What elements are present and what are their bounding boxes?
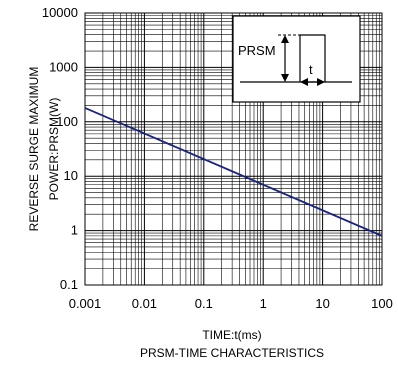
arrow-down-icon: [281, 74, 289, 82]
y-axis-label-line1: REVERSE SURGE MAXIMUM: [27, 67, 41, 232]
y-axis-label-line2: POWER:PRSM(W): [47, 98, 61, 201]
inset-diagram: PRSM t: [232, 15, 361, 103]
x-tick-label: 100: [371, 296, 393, 311]
x-tick-label: 0.1: [195, 296, 213, 311]
chart-caption: PRSM-TIME CHARACTERISTICS: [140, 346, 324, 360]
y-tick-label: 0.1: [60, 277, 78, 292]
inset-prsm-label: PRSM: [238, 43, 276, 58]
x-tick-label: 10: [315, 296, 329, 311]
inset-t-label: t: [309, 62, 313, 77]
plot-frame: [84, 12, 383, 286]
inset-box: [232, 15, 361, 103]
x-tick-label: 0.01: [132, 296, 157, 311]
tick-labels: 0.001 0.01 0.1 1 10 100 0.1 1 10 100 1000 10000: [42, 5, 393, 311]
y-tick-label: 1000: [49, 59, 78, 74]
arrow-up-icon: [281, 35, 289, 43]
x-axis-label: TIME:t(ms): [202, 328, 261, 342]
y-tick-label: 100: [56, 114, 78, 129]
inset-pulse: [299, 34, 326, 82]
arrow-left-icon: [300, 78, 308, 86]
x-tick-label: 1: [260, 296, 267, 311]
series-line-0: [84, 107, 383, 237]
series-group: [84, 107, 383, 237]
y-tick-label: 10000: [42, 5, 78, 20]
arrow-right-icon: [317, 78, 325, 86]
x-tick-label: 0.001: [69, 296, 102, 311]
y-tick-label: 1: [71, 223, 78, 238]
y-tick-label: 10: [64, 168, 78, 183]
